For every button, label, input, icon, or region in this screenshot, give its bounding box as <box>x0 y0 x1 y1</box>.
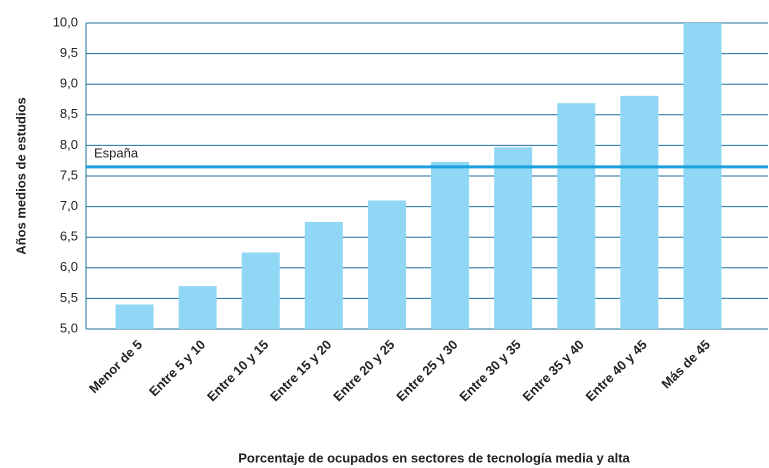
x-tick-label: Entre 5 y 10 <box>146 337 208 399</box>
reference-label: España <box>94 145 139 160</box>
x-axis-label: Porcentaje de ocupados en sectores de te… <box>238 450 630 465</box>
y-tick-label: 6,5 <box>60 229 78 244</box>
bar <box>431 161 470 329</box>
x-tick-label: Menor de 5 <box>86 337 145 396</box>
x-tick-label: Entre 15 y 20 <box>267 337 334 404</box>
y-tick-label: 8,5 <box>60 106 78 121</box>
x-tick-label: Entre 20 y 25 <box>330 337 397 404</box>
x-tick-label: Entre 10 y 15 <box>204 337 271 404</box>
bar <box>557 103 596 329</box>
y-tick-label: 5,0 <box>60 320 78 335</box>
y-tick-label: 7,5 <box>60 167 78 182</box>
x-tick-label: Más de 45 <box>658 337 713 392</box>
x-tick-label: Entre 35 y 40 <box>519 337 586 404</box>
bar <box>683 23 722 329</box>
x-tick-label: Entre 30 y 35 <box>456 337 523 404</box>
bar <box>178 286 217 329</box>
y-tick-label: 10,0 <box>53 14 78 29</box>
bar <box>494 147 533 329</box>
bar <box>241 252 280 329</box>
y-tick-label: 9,5 <box>60 45 78 60</box>
x-tick-label: Entre 40 y 45 <box>583 337 650 404</box>
x-tick-label: Entre 25 y 30 <box>393 337 460 404</box>
y-axis-label: Años medios de estudios <box>13 97 28 254</box>
bar <box>115 304 154 329</box>
y-tick-label: 6,0 <box>60 259 78 274</box>
bar <box>620 95 659 329</box>
bar <box>304 221 343 329</box>
y-tick-label: 9,0 <box>60 76 78 91</box>
y-tick-label: 7,0 <box>60 198 78 213</box>
y-tick-label: 5,5 <box>60 290 78 305</box>
y-tick-label: 8,0 <box>60 137 78 152</box>
bar <box>367 200 406 329</box>
